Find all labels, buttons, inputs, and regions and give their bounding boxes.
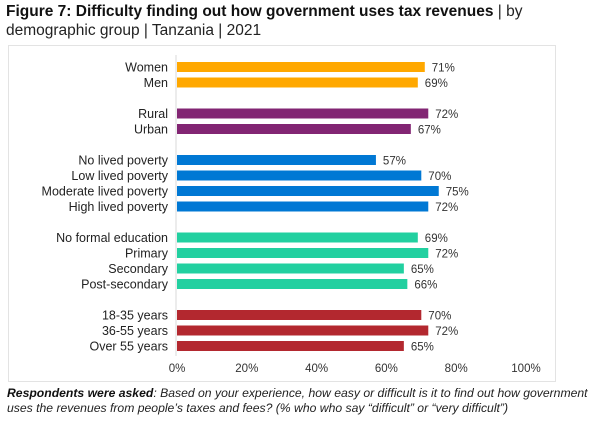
data-label: 72%	[435, 202, 458, 214]
figure-title-bold: Figure 7: Difficulty finding out how gov…	[6, 3, 494, 20]
x-tick-label: 20%	[235, 363, 258, 375]
bar	[177, 201, 429, 212]
data-label: 72%	[435, 326, 458, 338]
category-label: Over 55 years	[89, 340, 168, 354]
data-label: 65%	[411, 342, 434, 354]
x-tick-label: 0%	[169, 363, 186, 375]
bar	[177, 186, 439, 196]
bar	[177, 248, 429, 258]
bar	[177, 62, 425, 72]
category-label: Primary	[125, 247, 169, 261]
category-label: Urban	[134, 123, 168, 137]
category-label: Men	[144, 76, 168, 90]
data-label: 69%	[425, 233, 448, 245]
data-label: 70%	[428, 171, 451, 183]
category-label: Moderate lived poverty	[42, 185, 169, 199]
note-text: : Based on your experience, how easy or …	[7, 386, 588, 415]
x-tick-label: 100%	[511, 363, 540, 375]
data-label: 65%	[411, 264, 434, 276]
category-label: High lived poverty	[69, 200, 169, 214]
category-label: Low lived poverty	[71, 169, 168, 183]
category-label: Post-secondary	[81, 278, 169, 292]
x-tick-label: 40%	[305, 363, 328, 375]
note-lead: Respondents were asked	[7, 386, 154, 400]
x-tick-label: 60%	[375, 363, 398, 375]
bar	[177, 279, 408, 289]
bar	[177, 232, 418, 243]
bar	[177, 310, 422, 320]
chart-frame	[8, 45, 556, 382]
data-label: 66%	[414, 280, 437, 292]
figure-title: Figure 7: Difficulty finding out how gov…	[6, 2, 600, 40]
bar	[177, 325, 429, 336]
x-tick-label: 80%	[445, 363, 468, 375]
category-label: Secondary	[108, 262, 169, 276]
bar	[177, 155, 376, 165]
bar	[177, 124, 411, 134]
data-label: 72%	[435, 109, 458, 121]
bar	[177, 341, 404, 351]
category-label: Women	[125, 61, 168, 75]
data-label: 70%	[428, 311, 451, 323]
bar	[177, 263, 404, 274]
survey-question-note: Respondents were asked: Based on your ex…	[7, 386, 597, 416]
category-label: No formal education	[56, 231, 168, 245]
figure-title-subtitle: | by demographic group | Tanzania | 2021	[6, 3, 523, 39]
category-label: 36-55 years	[102, 324, 168, 338]
category-label: 18-35 years	[102, 309, 168, 323]
data-label: 75%	[446, 187, 469, 199]
bar	[177, 170, 422, 181]
data-label: 71%	[432, 63, 455, 75]
data-label: 57%	[383, 156, 406, 168]
bar	[177, 108, 429, 119]
category-label: Rural	[138, 107, 168, 121]
category-label: No lived poverty	[78, 154, 168, 168]
data-label: 67%	[418, 125, 441, 137]
bar	[177, 77, 418, 88]
data-label: 69%	[425, 78, 448, 90]
data-label: 72%	[435, 249, 458, 261]
